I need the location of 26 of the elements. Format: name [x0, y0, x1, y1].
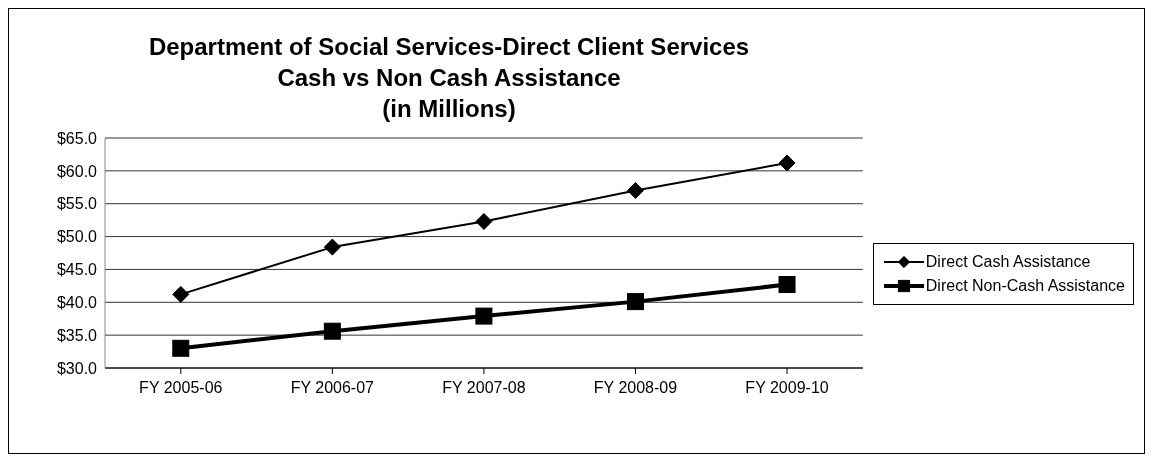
legend-label: Direct Cash Assistance [925, 253, 1091, 271]
point [323, 322, 341, 340]
y-tick-label: $65.0 [56, 129, 98, 147]
point [778, 276, 796, 294]
y-tick-label: $40.0 [56, 293, 98, 311]
x-tick-label: FY 2005-06 [139, 379, 223, 397]
point [475, 212, 493, 230]
x-tick-label: FY 2009-10 [745, 379, 829, 397]
y-tick-label: $30.0 [56, 359, 98, 377]
point [475, 307, 493, 325]
x-tick-label: FY 2006-07 [290, 379, 375, 397]
point [626, 293, 644, 311]
y-tick-label: $45.0 [56, 261, 98, 279]
y-tick-label: $60.0 [56, 162, 98, 180]
point [323, 238, 341, 256]
point [172, 285, 190, 303]
y-tick-label: $50.0 [56, 228, 98, 246]
point [778, 154, 796, 172]
legend-label: Direct Non-Cash Assistance [925, 277, 1125, 295]
chart-title: Department of Social Services-Direct Client Services Cash vs Non Cash Assistance (in Millions) [147, 32, 751, 124]
x-tick-label: FY 2008-09 [593, 379, 678, 397]
x-tick-label: FY 2007-08 [442, 379, 526, 397]
y-tick-label: $35.0 [56, 326, 98, 344]
point [172, 339, 190, 357]
point [626, 182, 644, 200]
y-tick-label: $55.0 [56, 195, 98, 213]
